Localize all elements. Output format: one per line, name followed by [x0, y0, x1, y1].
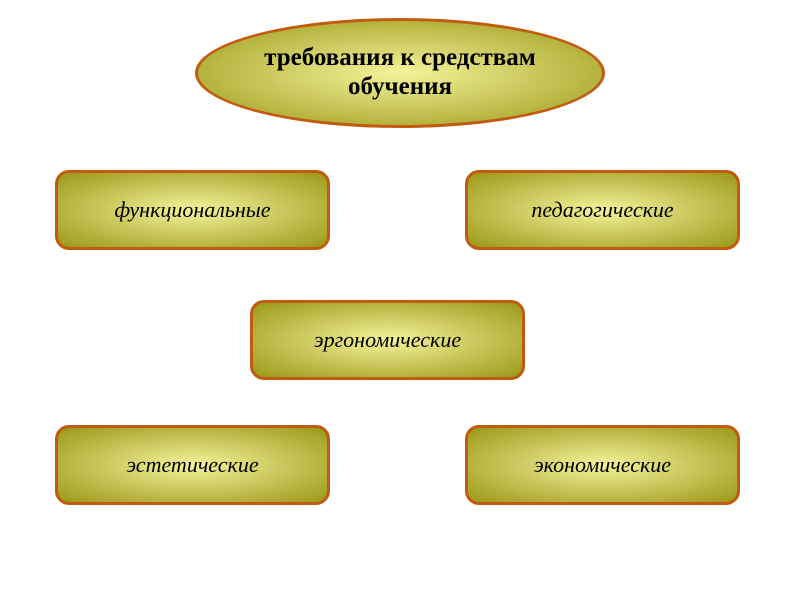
node-label-economic: экономические [534, 452, 671, 478]
node-aesthetic: эстетические [55, 425, 330, 505]
node-label-pedagogical: педагогические [531, 197, 673, 223]
diagram-title-ellipse: требования к средствам обучения [195, 18, 605, 128]
node-functional: функциональные [55, 170, 330, 250]
diagram-title-text: требования к средствам обучения [228, 44, 572, 102]
node-label-aesthetic: эстетические [126, 452, 258, 478]
node-economic: экономические [465, 425, 740, 505]
node-label-ergonomic: эргономические [314, 327, 461, 353]
node-ergonomic: эргономические [250, 300, 525, 380]
node-label-functional: функциональные [115, 197, 271, 223]
node-pedagogical: педагогические [465, 170, 740, 250]
